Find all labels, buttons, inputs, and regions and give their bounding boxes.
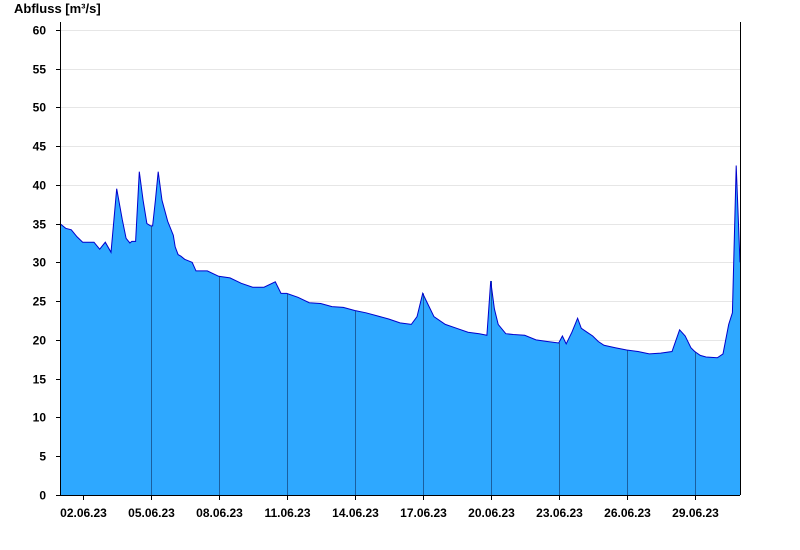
- y-tick-label: 15: [33, 373, 47, 387]
- x-tick-label: 14.06.23: [332, 506, 379, 520]
- y-tick-label: 55: [33, 63, 47, 77]
- y-tick-label: 60: [33, 24, 47, 38]
- y-tick-label: 5: [39, 450, 46, 464]
- y-tick-label: 25: [33, 295, 47, 309]
- x-tick-label: 23.06.23: [536, 506, 583, 520]
- x-tick-label: 11.06.23: [264, 506, 310, 520]
- x-tick-label: 17.06.23: [400, 506, 447, 520]
- y-tick-label: 10: [33, 411, 47, 425]
- x-tick-label: 08.06.23: [196, 506, 243, 520]
- y-tick-label: 40: [33, 179, 47, 193]
- x-tick-label: 02.06.23: [60, 506, 107, 520]
- x-tick-label: 26.06.23: [604, 506, 651, 520]
- y-tick-label: 50: [33, 101, 47, 115]
- y-tick-label: 30: [33, 256, 47, 270]
- day-lines: [151, 225, 696, 495]
- discharge-area: [60, 165, 740, 495]
- x-ticks: 02.06.23 05.06.23 08.06.23 11.06.23 14.06.23…: [60, 495, 719, 520]
- x-tick-label: 29.06.23: [672, 506, 719, 520]
- y-ticks: 0 5 10 15 20 25 30 35 40 45 50 55 60: [33, 24, 60, 503]
- y-tick-label: 35: [33, 218, 47, 232]
- discharge-line: [59, 165, 741, 359]
- y-axis-title: Abfluss [m³/s]: [14, 1, 101, 16]
- x-tick-label: 20.06.23: [468, 506, 515, 520]
- y-tick-label: 20: [33, 334, 47, 348]
- y-tick-label: 45: [33, 140, 47, 154]
- y-tick-label: 0: [39, 489, 46, 503]
- x-tick-label: 05.06.23: [128, 506, 175, 520]
